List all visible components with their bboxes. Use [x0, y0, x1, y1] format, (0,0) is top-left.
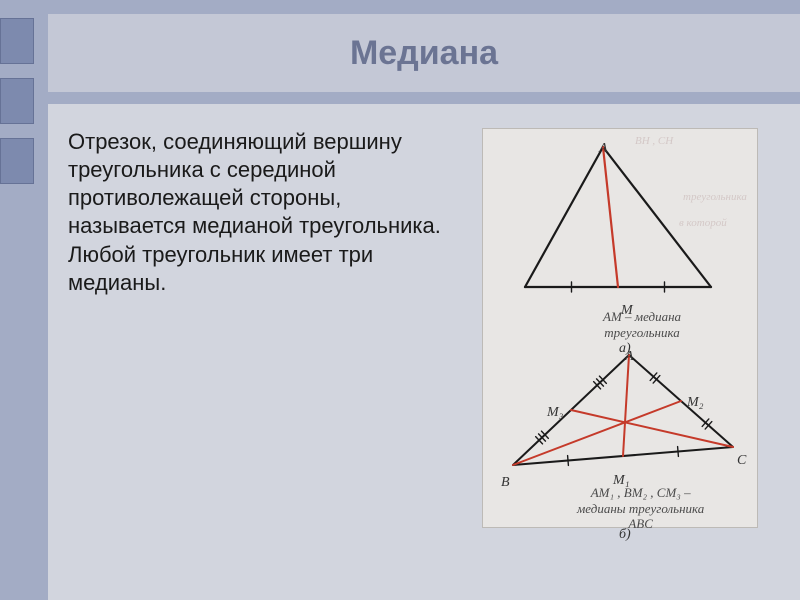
sidebar-tab[interactable] [0, 138, 34, 184]
sidebar-tab[interactable] [0, 78, 34, 124]
figure-box: BH , CHтреугольникав которойAMAM – медиа… [482, 128, 758, 528]
body-text: Отрезок, соединяющий вершину треугольник… [68, 128, 448, 580]
figure-column: BH , CHтреугольникав которойAMAM – медиа… [460, 128, 780, 580]
sidebar-tabs [0, 18, 34, 184]
slide-title: Медиана [350, 34, 498, 73]
title-bar: Медиана [48, 14, 800, 92]
content-area: Отрезок, соединяющий вершину треугольник… [48, 104, 800, 600]
sidebar-tab[interactable] [0, 18, 34, 64]
